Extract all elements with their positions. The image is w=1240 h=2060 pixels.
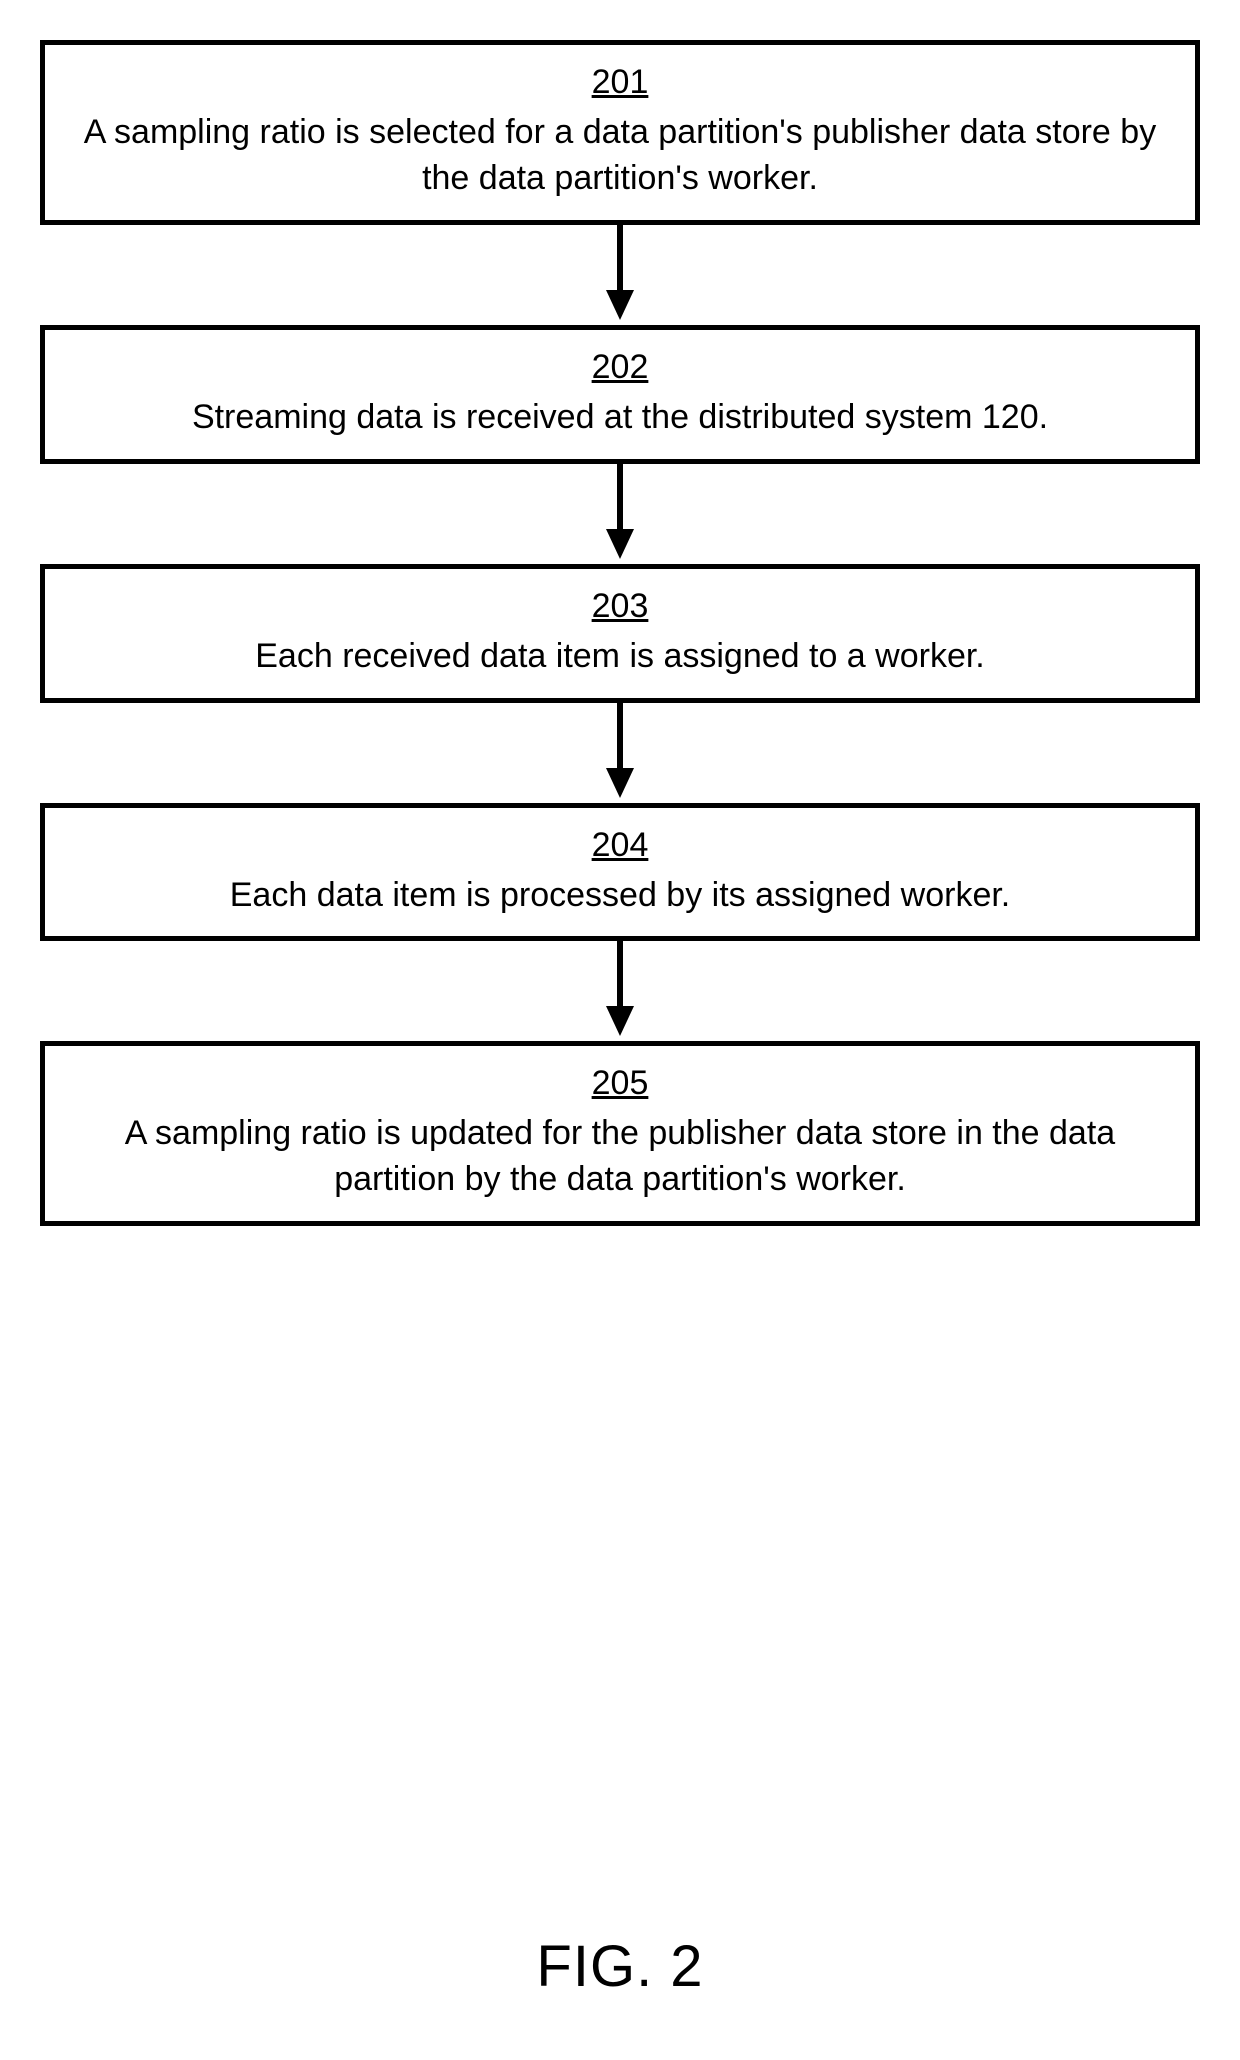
arrow-down-icon <box>600 225 640 325</box>
step-number: 203 <box>592 587 649 626</box>
arrow-2 <box>600 464 640 564</box>
step-text: Streaming data is received at the distri… <box>192 395 1048 441</box>
flow-step-201: 201 A sampling ratio is selected for a d… <box>40 40 1200 225</box>
arrow-down-icon <box>600 941 640 1041</box>
step-text: A sampling ratio is updated for the publ… <box>75 1111 1165 1203</box>
step-number: 204 <box>592 826 649 865</box>
flow-step-203: 203 Each received data item is assigned … <box>40 564 1200 703</box>
arrow-down-icon <box>600 464 640 564</box>
arrow-1 <box>600 225 640 325</box>
arrow-down-icon <box>600 703 640 803</box>
step-text: Each received data item is assigned to a… <box>255 634 985 680</box>
step-text: Each data item is processed by its assig… <box>230 873 1011 919</box>
step-text: A sampling ratio is selected for a data … <box>75 110 1165 202</box>
arrow-4 <box>600 941 640 1041</box>
arrow-3 <box>600 703 640 803</box>
flow-step-205: 205 A sampling ratio is updated for the … <box>40 1041 1200 1226</box>
figure-label: FIG. 2 <box>0 1933 1240 2000</box>
step-number: 202 <box>592 348 649 387</box>
flow-step-202: 202 Streaming data is received at the di… <box>40 325 1200 464</box>
step-number: 205 <box>592 1064 649 1103</box>
flowchart-container: 201 A sampling ratio is selected for a d… <box>0 0 1240 1226</box>
step-number: 201 <box>592 63 649 102</box>
flow-step-204: 204 Each data item is processed by its a… <box>40 803 1200 942</box>
